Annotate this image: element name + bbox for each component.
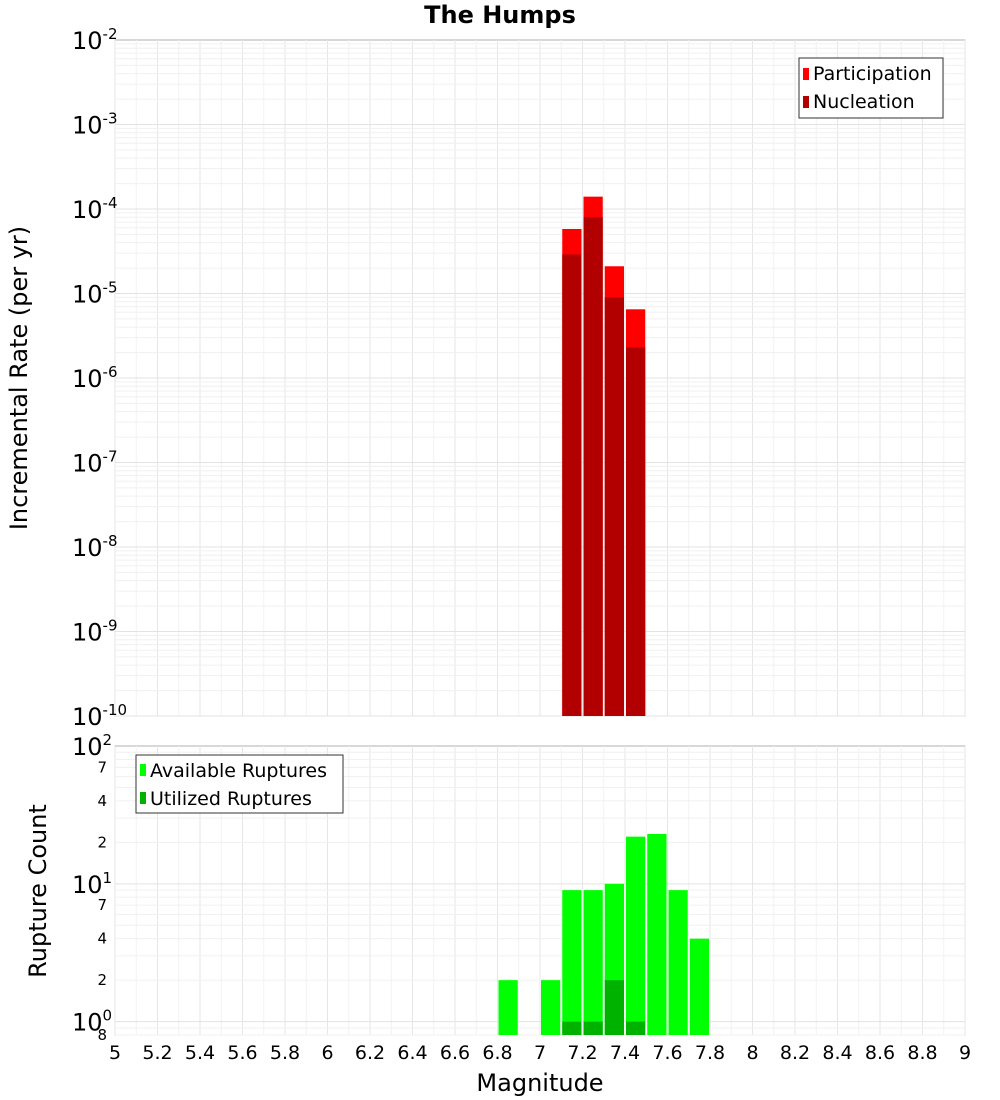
x-tick-label: 7.8	[695, 1042, 725, 1064]
utilized-ruptures-bar	[562, 1021, 582, 1035]
top-y-tick-label: 10-7	[72, 448, 118, 478]
x-tick-label: 8.4	[822, 1042, 852, 1064]
bottom-legend-box	[135, 754, 344, 814]
utilized-ruptures-bar	[626, 1021, 646, 1035]
x-tick-label: 6.6	[440, 1042, 470, 1064]
top-y-tick-label: 10-9	[72, 617, 118, 647]
utilized-ruptures-bar	[583, 1021, 603, 1035]
top-y-tick-label: 10-10	[72, 701, 127, 731]
top-bars	[562, 196, 646, 717]
top-legend-box	[798, 57, 944, 119]
top-y-tick-label: 10-2	[72, 25, 118, 55]
x-tick-label: 6	[321, 1042, 333, 1064]
bottom-y-minor-tick-label: 7	[97, 896, 107, 914]
bottom-y-minor-tick-label: 7	[97, 758, 107, 776]
legend-nucleation-label: Nucleation	[813, 91, 915, 113]
x-tick-label: 6.8	[482, 1042, 512, 1064]
bottom-y-major-tick-label: 100	[72, 1007, 112, 1037]
x-tick-label: 5.6	[227, 1042, 257, 1064]
top-y-tick-label: 10-8	[72, 532, 118, 562]
top-y-tick-label: 10-4	[72, 194, 118, 224]
bottom-y-major-tick-label: 102	[72, 731, 112, 761]
x-tick-label: 9	[959, 1042, 971, 1064]
legend-nucleation-swatch	[803, 96, 809, 108]
x-tick-label: 7	[534, 1042, 546, 1064]
bottom-y-minor-tick-label: 8	[97, 1026, 107, 1044]
bottom-bars	[498, 833, 709, 1035]
available-ruptures-bar	[562, 890, 582, 1035]
x-tick-label: 7.2	[567, 1042, 597, 1064]
top-legend: Participation Nucleation	[798, 57, 944, 119]
top-plot-panel: 10-10 10-9 10-8 10-7 10-6 10-5 10-4 10-3 10-2 In…	[5, 25, 966, 731]
x-tick-label: 6.2	[355, 1042, 385, 1064]
x-tick-label: 5.4	[185, 1042, 215, 1064]
bottom-legend: Available Ruptures Utilized Ruptures	[135, 754, 344, 814]
available-ruptures-bar	[647, 833, 667, 1035]
x-axis-label: Magnitude	[476, 1069, 603, 1097]
nucleation-bar	[626, 347, 646, 716]
x-tick-label: 8.2	[780, 1042, 810, 1064]
x-tick-label: 8.8	[907, 1042, 937, 1064]
bottom-y-minor-tick-label: 2	[97, 833, 107, 851]
utilized-ruptures-bar	[604, 980, 624, 1035]
x-tick-label: 8	[746, 1042, 758, 1064]
nucleation-bar	[604, 297, 624, 716]
bottom-y-minor-tick-label: 2	[97, 971, 107, 989]
legend-utilized-swatch	[140, 792, 146, 804]
available-ruptures-bar	[541, 980, 561, 1035]
available-ruptures-bar	[668, 890, 688, 1035]
nucleation-bar	[583, 217, 603, 716]
top-y-tick-labels: 10-10 10-9 10-8 10-7 10-6 10-5 10-4 10-3 10-2	[72, 25, 127, 731]
available-ruptures-bar	[498, 980, 518, 1035]
chart-title: The Humps	[424, 1, 576, 29]
nucleation-bar	[562, 254, 582, 716]
x-tick-label: 5.8	[270, 1042, 300, 1064]
legend-participation-swatch	[803, 68, 809, 80]
bottom-y-minor-tick-label: 4	[97, 792, 107, 810]
x-tick-label: 5.2	[142, 1042, 172, 1064]
available-ruptures-bar	[583, 890, 603, 1035]
bottom-y-tick-labels: 100 101 102 8 2 4 7 2 4 7	[72, 731, 112, 1044]
x-tick-label: 6.4	[397, 1042, 427, 1064]
x-tick-label: 7.6	[652, 1042, 682, 1064]
legend-available-swatch	[140, 764, 146, 776]
top-y-axis-label: Incremental Rate (per yr)	[5, 226, 33, 530]
available-ruptures-bar	[626, 836, 646, 1035]
x-tick-label: 7.4	[610, 1042, 640, 1064]
top-y-tick-label: 10-3	[72, 110, 118, 140]
bottom-y-minor-tick-label: 4	[97, 930, 107, 948]
bottom-gridlines	[114, 746, 966, 1036]
top-y-tick-label: 10-6	[72, 363, 118, 393]
legend-utilized-label: Utilized Ruptures	[150, 788, 312, 810]
top-gridlines	[114, 40, 966, 717]
legend-participation-label: Participation	[813, 63, 932, 85]
available-ruptures-bar	[689, 938, 709, 1035]
bottom-y-major-tick-label: 101	[72, 869, 112, 899]
bottom-y-axis-label: Rupture Count	[24, 804, 52, 978]
x-tick-label: 8.6	[865, 1042, 895, 1064]
top-y-tick-label: 10-5	[72, 279, 118, 309]
x-tick-label: 5	[109, 1042, 121, 1064]
x-tick-labels: 5 5.2 5.4 5.6 5.8 6 6.2 6.4 6.6 6.8 7 7.2 7.4 7.6 7.8 8…	[109, 1042, 971, 1064]
legend-available-label: Available Ruptures	[150, 760, 327, 782]
bottom-plot-panel: 100 101 102 8 2 4 7 2 4 7 5 5.2 5.4 5.6 5.8 6 6.2 6.4 6.6…	[24, 731, 971, 1097]
